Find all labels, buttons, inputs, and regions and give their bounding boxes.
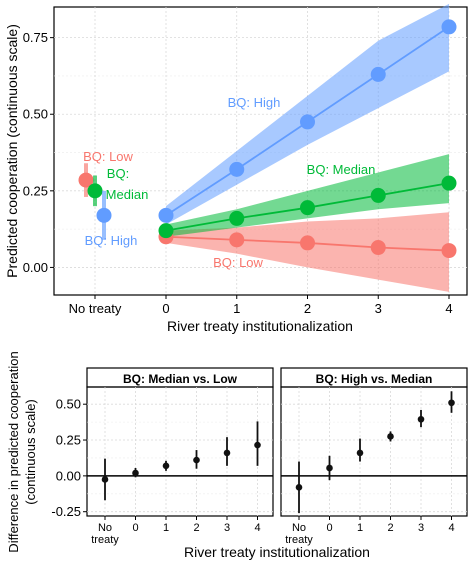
data-point — [356, 449, 364, 457]
data-point — [229, 210, 245, 226]
data-point — [326, 464, 333, 472]
data-point — [254, 441, 261, 449]
data-point — [370, 66, 386, 82]
data-point — [441, 243, 457, 259]
x-tick-label: 2 — [193, 522, 199, 534]
annotation-median-no-treaty-line1: BQ: — [107, 166, 129, 181]
top-points — [78, 19, 457, 259]
annotation-high-no-treaty: BQ: High — [85, 233, 138, 248]
no-treaty-point — [78, 172, 94, 188]
data-point — [158, 223, 174, 239]
top-x-axis-label: River treaty institutionalization — [167, 318, 353, 334]
y-tick-label: 0.50 — [56, 397, 81, 412]
data-point — [417, 415, 425, 423]
data-point — [300, 114, 315, 130]
data-point — [370, 240, 386, 256]
data-point — [101, 476, 109, 483]
y-tick-label: 0.25 — [23, 183, 48, 198]
data-point — [448, 399, 455, 407]
annotation-median-line: BQ: Median — [307, 162, 376, 177]
facet-plot-border — [86, 386, 274, 517]
data-point — [229, 232, 245, 248]
data-point — [132, 469, 139, 477]
data-point — [370, 187, 386, 203]
bottom-panel: BQ: Median vs. Low BQ: High vs. Median -… — [6, 351, 468, 560]
bottom-y-axis-label-line1: Difference in predicted cooperation — [6, 351, 21, 552]
top-y-axis-label: Predicted cooperation (continuous scale) — [4, 24, 20, 278]
x-tick-label: treaty — [285, 534, 313, 546]
x-tick-label: 0 — [162, 301, 169, 316]
x-tick-label: 3 — [224, 522, 230, 534]
facet-plot-border — [280, 386, 468, 517]
data-point — [193, 456, 200, 464]
facet-median-vs-low: BQ: Median vs. Low — [86, 367, 274, 517]
y-tick-label: 0.75 — [23, 30, 48, 45]
x-tick-label: No — [98, 522, 112, 534]
y-tick-label: 0.00 — [56, 468, 81, 483]
no-treaty-point — [96, 207, 112, 223]
data-point — [295, 484, 303, 491]
x-tick-label: 3 — [418, 522, 424, 534]
x-tick-label: No treaty — [69, 301, 122, 316]
data-point — [441, 19, 457, 35]
top-panel: 0.00 0.25 0.50 0.75 No treaty 0 1 2 3 4 River tr… — [4, 3, 468, 334]
data-point — [441, 175, 457, 191]
facet-title: BQ: Median vs. Low — [123, 372, 238, 386]
x-tick-label: 2 — [304, 301, 311, 316]
x-tick-label: treaty — [91, 534, 119, 546]
facet-high-vs-median: BQ: High vs. Median — [280, 367, 468, 517]
data-point — [229, 161, 245, 177]
data-point — [158, 207, 174, 223]
annotation-low-no-treaty: BQ: Low — [83, 149, 133, 164]
confidence-band — [166, 212, 449, 292]
y-tick-label: -0.25 — [51, 504, 81, 519]
bottom-x-axis-label: River treaty institutionalization — [184, 544, 370, 560]
data-point — [162, 462, 170, 470]
x-tick-label: 1 — [163, 522, 169, 534]
bottom-y-axis-label-line2: (continuous scale) — [23, 399, 38, 505]
data-point — [223, 449, 231, 457]
annotation-median-no-treaty-line2: Median — [106, 187, 149, 202]
x-tick-label: 1 — [357, 522, 363, 534]
data-point — [300, 235, 315, 251]
x-tick-label: 4 — [254, 522, 260, 534]
y-tick-label: 0.50 — [23, 107, 48, 122]
y-tick-label: 0.25 — [56, 433, 81, 448]
no-treaty-point — [87, 183, 103, 199]
annotation-low-line: BQ: Low — [213, 255, 263, 270]
x-tick-label: 1 — [233, 301, 240, 316]
annotation-high-line: BQ: High — [228, 95, 281, 110]
top-y-ticks: 0.00 0.25 0.50 0.75 — [23, 30, 54, 275]
top-x-ticks: No treaty 0 1 2 3 4 — [69, 295, 453, 316]
data-point — [300, 200, 315, 216]
data-point — [387, 433, 394, 440]
x-tick-label: No — [292, 522, 306, 534]
x-tick-label: 3 — [375, 301, 382, 316]
top-plot-border — [53, 6, 468, 296]
x-tick-label: 4 — [448, 522, 454, 534]
x-tick-label: 0 — [326, 522, 332, 534]
x-tick-label: 2 — [387, 522, 393, 534]
x-tick-label: 4 — [445, 301, 452, 316]
facet-title: BQ: High vs. Median — [316, 372, 433, 386]
x-tick-label: 0 — [132, 522, 138, 534]
y-tick-label: 0.00 — [23, 260, 48, 275]
